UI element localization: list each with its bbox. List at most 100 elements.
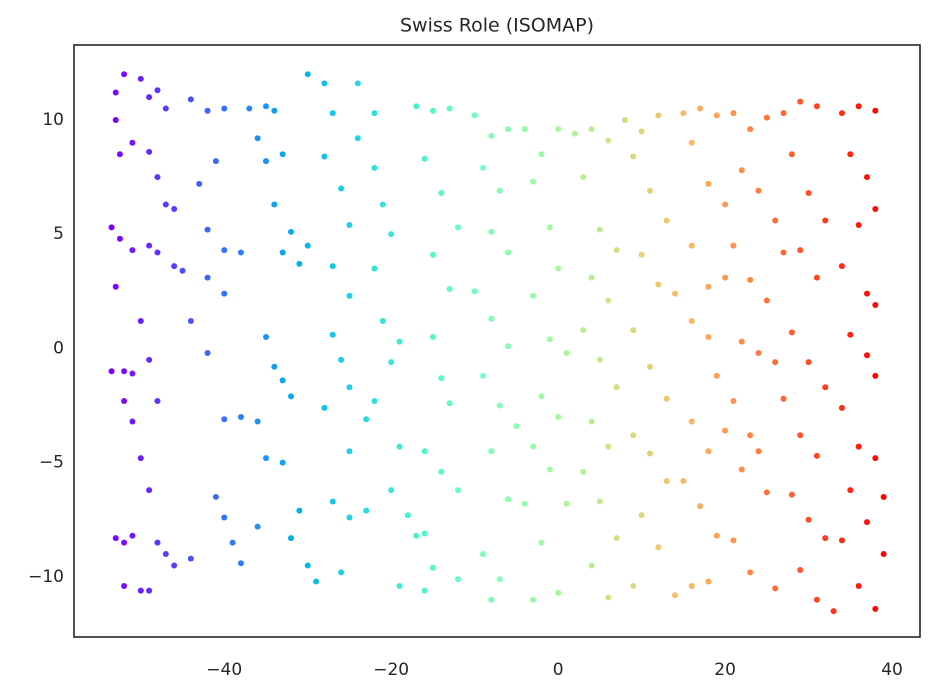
point xyxy=(780,249,787,256)
point xyxy=(713,372,720,379)
point xyxy=(204,226,211,233)
point xyxy=(137,75,144,82)
point xyxy=(404,512,411,519)
point xyxy=(655,544,662,551)
point xyxy=(279,459,286,466)
point xyxy=(646,363,653,370)
point xyxy=(738,338,745,345)
point xyxy=(521,126,528,133)
point xyxy=(338,356,345,363)
point xyxy=(204,274,211,281)
point xyxy=(329,331,336,338)
point xyxy=(863,519,870,526)
point xyxy=(663,395,670,402)
point xyxy=(638,128,645,135)
point xyxy=(237,560,244,567)
point xyxy=(872,107,879,114)
point xyxy=(204,349,211,356)
point xyxy=(538,151,545,158)
point xyxy=(772,359,779,366)
point xyxy=(763,489,770,496)
point xyxy=(722,427,729,434)
point xyxy=(546,336,553,343)
point xyxy=(179,267,186,274)
point xyxy=(655,281,662,288)
point xyxy=(446,286,453,293)
point xyxy=(146,487,153,494)
point xyxy=(137,587,144,594)
point xyxy=(129,247,136,254)
point xyxy=(346,222,353,229)
point xyxy=(471,112,478,119)
point xyxy=(855,222,862,229)
point xyxy=(254,135,261,142)
point xyxy=(772,217,779,224)
point xyxy=(162,105,169,112)
point xyxy=(371,397,378,404)
point xyxy=(396,443,403,450)
point xyxy=(697,105,704,112)
point xyxy=(246,105,253,112)
point xyxy=(421,448,428,455)
point xyxy=(154,539,161,546)
point xyxy=(797,567,804,574)
point xyxy=(805,516,812,523)
point xyxy=(613,535,620,542)
point xyxy=(630,583,637,590)
point xyxy=(705,283,712,290)
point xyxy=(505,496,512,503)
point xyxy=(438,468,445,475)
point xyxy=(296,260,303,267)
point xyxy=(830,608,837,615)
point xyxy=(488,315,495,322)
point xyxy=(438,375,445,382)
point xyxy=(346,292,353,299)
point xyxy=(112,283,119,290)
point xyxy=(646,187,653,194)
point xyxy=(221,105,228,112)
point xyxy=(429,334,436,341)
point xyxy=(371,265,378,272)
point xyxy=(872,372,879,379)
point xyxy=(505,249,512,256)
point xyxy=(847,151,854,158)
point xyxy=(338,569,345,576)
point xyxy=(863,290,870,297)
point xyxy=(304,242,311,249)
point xyxy=(271,201,278,208)
point xyxy=(329,263,336,270)
point xyxy=(146,587,153,594)
point xyxy=(688,242,695,249)
point xyxy=(304,562,311,569)
point xyxy=(454,576,461,583)
point xyxy=(530,292,537,299)
chart-title: Swiss Role (ISOMAP) xyxy=(400,15,594,37)
point xyxy=(262,103,269,110)
point xyxy=(505,126,512,133)
point xyxy=(129,139,136,146)
point xyxy=(421,155,428,162)
point xyxy=(546,224,553,231)
point xyxy=(388,487,395,494)
point xyxy=(722,274,729,281)
point xyxy=(730,537,737,544)
point xyxy=(638,512,645,519)
x-tick-label: 0 xyxy=(553,660,564,680)
point xyxy=(454,224,461,231)
point xyxy=(496,402,503,409)
point xyxy=(880,551,887,558)
point xyxy=(496,576,503,583)
point xyxy=(279,249,286,256)
point xyxy=(538,539,545,546)
plot-frame xyxy=(73,44,921,638)
point xyxy=(137,455,144,462)
point xyxy=(488,228,495,235)
point xyxy=(705,334,712,341)
y-tick-label: 5 xyxy=(53,224,64,244)
point xyxy=(838,404,845,411)
point xyxy=(855,583,862,590)
point xyxy=(588,418,595,425)
point xyxy=(822,217,829,224)
point xyxy=(855,443,862,450)
point xyxy=(730,397,737,404)
